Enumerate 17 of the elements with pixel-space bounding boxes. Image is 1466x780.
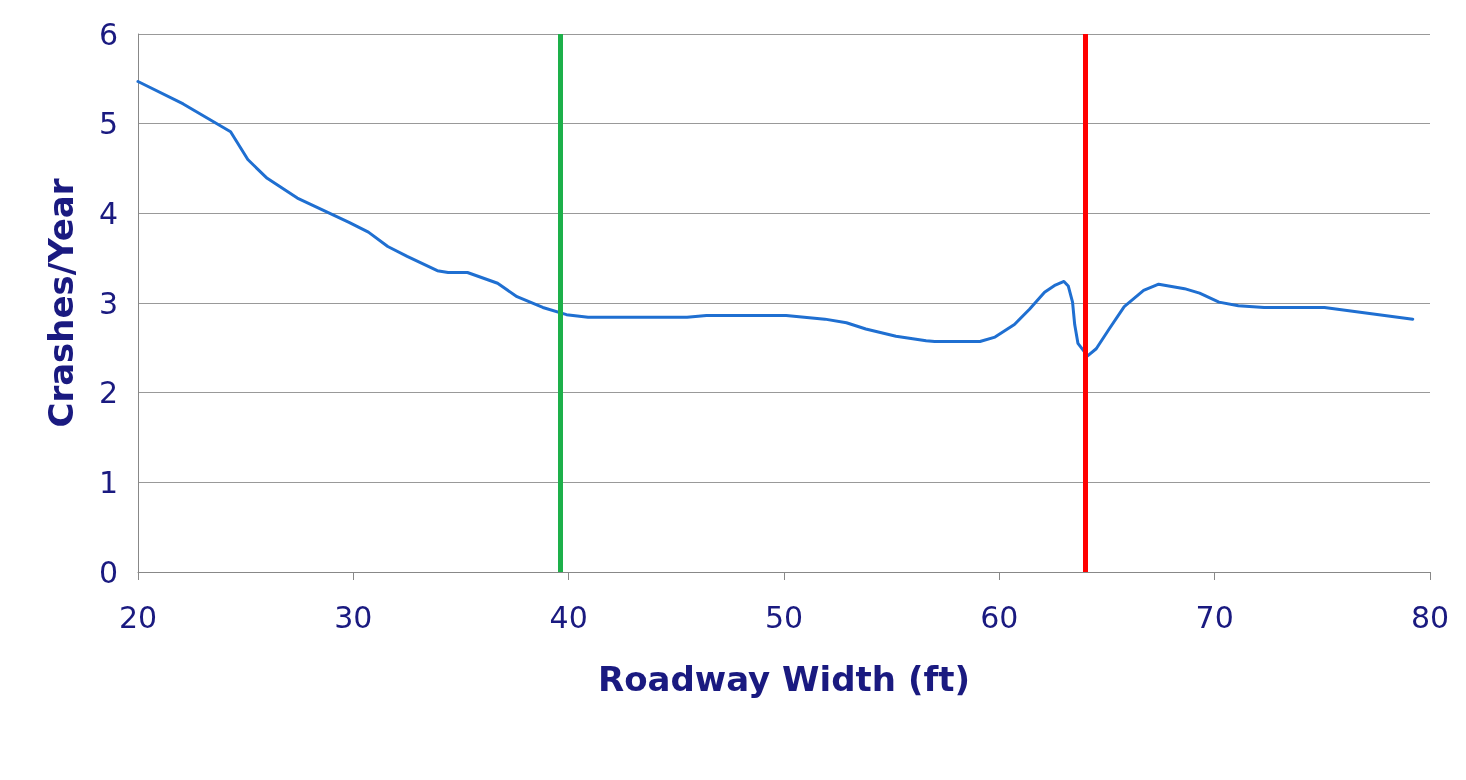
y-tick-label: 3	[98, 285, 118, 321]
line-series	[136, 80, 1415, 358]
x-tick-label: 70	[1195, 599, 1234, 635]
y-axis-title: Crashes/Year	[41, 178, 81, 428]
y-tick-label: 0	[98, 554, 118, 590]
y-tick-label: 6	[98, 16, 118, 52]
x-tick-label: 20	[118, 599, 158, 635]
y-tick-label: 1	[98, 464, 118, 500]
x-tick-label: 80	[1410, 599, 1450, 635]
x-tick-label: 30	[334, 599, 373, 635]
y-tick-label: 4	[98, 195, 118, 231]
x-axis-title: Roadway Width (ft)	[597, 659, 971, 699]
x-tick-label: 50	[764, 599, 804, 635]
y-tick-label: 2	[98, 375, 118, 411]
x-tick-label: 40	[549, 599, 588, 635]
y-tick-label: 5	[98, 106, 118, 142]
x-tick-label: 60	[980, 599, 1019, 635]
